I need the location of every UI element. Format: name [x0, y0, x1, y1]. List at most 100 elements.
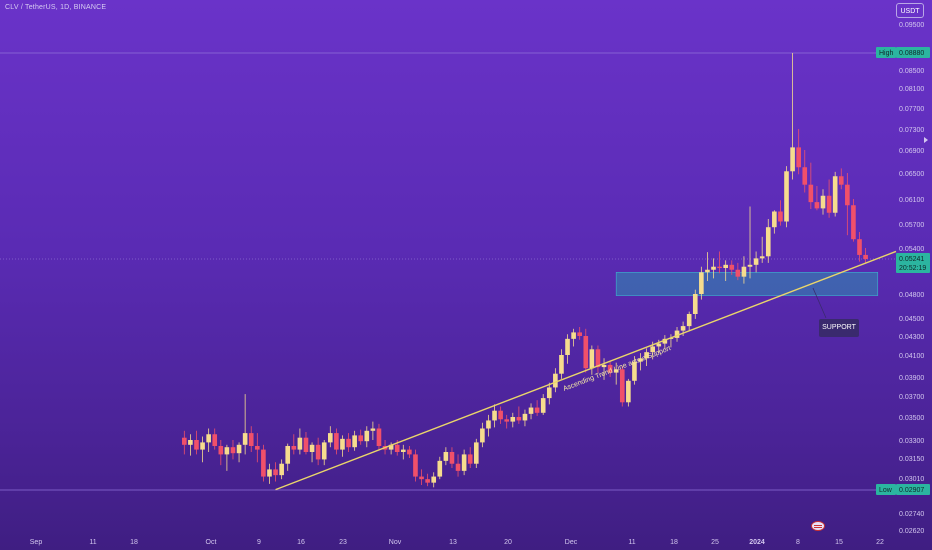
candle [473, 438, 479, 468]
candle-body [467, 454, 473, 464]
candle-body [473, 442, 479, 464]
candle-body [364, 430, 370, 442]
price-tick-label: 0.03900 [899, 375, 924, 382]
candle [613, 362, 619, 385]
candle [601, 358, 607, 380]
candle-body [425, 479, 430, 483]
candle [327, 426, 333, 448]
candle-body [735, 269, 741, 277]
candle-body [455, 463, 461, 471]
candle [224, 444, 230, 471]
candle [443, 447, 449, 466]
time-tick-label: Dec [565, 539, 578, 546]
candle [388, 442, 394, 455]
candle [790, 53, 795, 180]
candle [571, 328, 576, 347]
candle-body [686, 314, 692, 327]
candle [230, 440, 236, 460]
candle-body [674, 330, 680, 338]
candle-body [504, 419, 510, 422]
candle [534, 400, 540, 416]
candle-body [297, 437, 303, 450]
candle-body [717, 266, 722, 268]
candle-body [553, 373, 558, 388]
time-tick-label: 18 [670, 539, 678, 546]
candle-body [705, 269, 710, 273]
candle [546, 382, 552, 405]
candle [723, 260, 728, 281]
candle-body [613, 369, 619, 373]
candle-body [589, 349, 595, 369]
candle-body [820, 195, 826, 209]
candle [741, 256, 747, 284]
support-zone-layer [615, 272, 879, 319]
candle-body [546, 387, 552, 399]
candle [826, 179, 832, 218]
candle [334, 428, 339, 455]
currency-button[interactable]: USDT [896, 3, 924, 18]
candle [303, 431, 309, 455]
time-tick-label: Sep [30, 539, 43, 546]
candle-body [309, 444, 315, 452]
price-tick-label: 0.03500 [899, 415, 924, 422]
candle [273, 462, 278, 482]
candle-body [248, 433, 254, 446]
candle [753, 251, 759, 273]
candles-layer [182, 53, 868, 488]
candle [413, 449, 418, 482]
candle-body [188, 440, 193, 445]
candle [619, 366, 625, 407]
candle-body [334, 433, 339, 450]
candle-body [863, 254, 868, 259]
candle-body [565, 338, 570, 355]
countdown-timer: 20:52:19 [899, 265, 926, 272]
candle [400, 444, 406, 460]
time-tick-label: 2024 [749, 539, 765, 546]
candle-body [498, 410, 503, 420]
candle-body [321, 442, 327, 460]
candle [504, 414, 510, 429]
flag-icon[interactable] [811, 521, 825, 531]
candle [644, 348, 649, 366]
price-tick-label: 0.06500 [899, 171, 924, 178]
time-tick-label: Oct [206, 539, 217, 546]
candle [291, 434, 297, 455]
candle-body [638, 358, 643, 362]
candle-body [358, 435, 364, 442]
candle-body [218, 446, 224, 455]
time-tick-label: 11 [628, 539, 635, 546]
candle [480, 422, 485, 448]
candle [832, 171, 838, 217]
candle [595, 345, 601, 373]
candle [461, 449, 467, 476]
candle [577, 327, 583, 340]
candle [540, 394, 546, 415]
candle [248, 426, 254, 452]
candle [674, 327, 680, 342]
candle [212, 428, 218, 450]
candle-body [619, 369, 625, 403]
candle-body [528, 407, 534, 414]
candle-body [303, 437, 309, 452]
candle [449, 447, 455, 468]
time-tick-label: 25 [711, 539, 719, 546]
candle-body [656, 343, 662, 347]
candle-body [814, 202, 820, 209]
candle-body [577, 332, 583, 336]
candle [729, 260, 735, 275]
candle [747, 206, 753, 279]
candle-body [723, 264, 728, 268]
candle-body [236, 444, 242, 454]
scroll-arrow-icon[interactable] [924, 137, 928, 143]
candle-body [826, 195, 832, 213]
candle-body [802, 167, 808, 185]
candle-body [832, 176, 838, 213]
candle-body [510, 417, 516, 422]
price-tick-label: 0.05400 [899, 246, 924, 253]
candle [516, 406, 522, 424]
price-tick-label: 0.06900 [899, 148, 924, 155]
candle [419, 469, 424, 485]
candle [437, 456, 443, 480]
candle [863, 248, 868, 263]
